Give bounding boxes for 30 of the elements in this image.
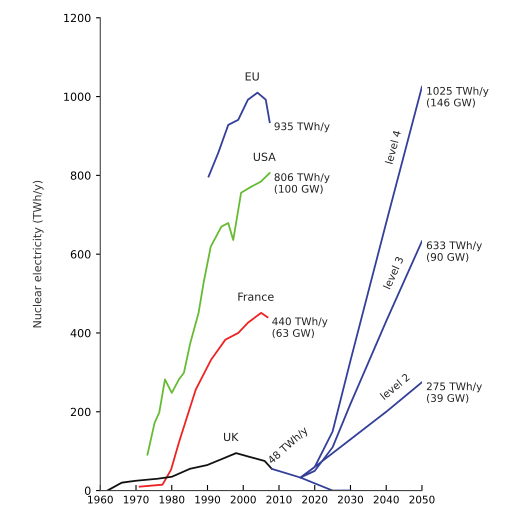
annotation: 275 TWh/y (39 GW) [426, 382, 482, 404]
x-tick-label: 2000 [230, 496, 256, 504]
annotation: 1025 TWh/y (146 GW) [427, 86, 489, 108]
x-tick-label: 2050 [409, 496, 435, 504]
y-tick-label: 200 [70, 408, 91, 416]
series-label: USA [254, 152, 276, 162]
x-tick-label: 2010 [266, 496, 292, 504]
x-tick-label: 2020 [302, 496, 328, 504]
x-tick-label: 1990 [195, 496, 220, 504]
y-tick-label: 400 [70, 328, 91, 338]
annotation: 633 TWh/y (90 GW) [426, 241, 482, 262]
series-label: EU [246, 72, 259, 81]
annotation: 440 TWh/y (63 GW) [272, 317, 328, 338]
y-tick-label: 600 [70, 250, 91, 259]
text: level 4 [384, 130, 402, 164]
x-tick-label: 1970 [124, 496, 149, 504]
series-label: UK [224, 432, 239, 442]
x-tick-label: 1960 [88, 496, 113, 504]
x-tick-label: 2040 [374, 496, 399, 504]
x-tick-label: 2030 [338, 496, 364, 504]
y-tick-label: 800 [70, 171, 91, 180]
text: level 3 [382, 256, 404, 290]
y-tick-label: 1000 [64, 92, 91, 101]
y-axis-title: Nuclear electricity (TWh/y) [32, 180, 44, 328]
y-tick-label: 1200 [64, 14, 91, 22]
series-label: France [238, 292, 274, 301]
annotation: 806 TWh/y (100 GW) [274, 173, 330, 194]
annotation: 935 TWh/y [274, 122, 330, 132]
y-tick-label: 0 [84, 486, 91, 495]
x-tick-label: 1980 [160, 496, 184, 504]
